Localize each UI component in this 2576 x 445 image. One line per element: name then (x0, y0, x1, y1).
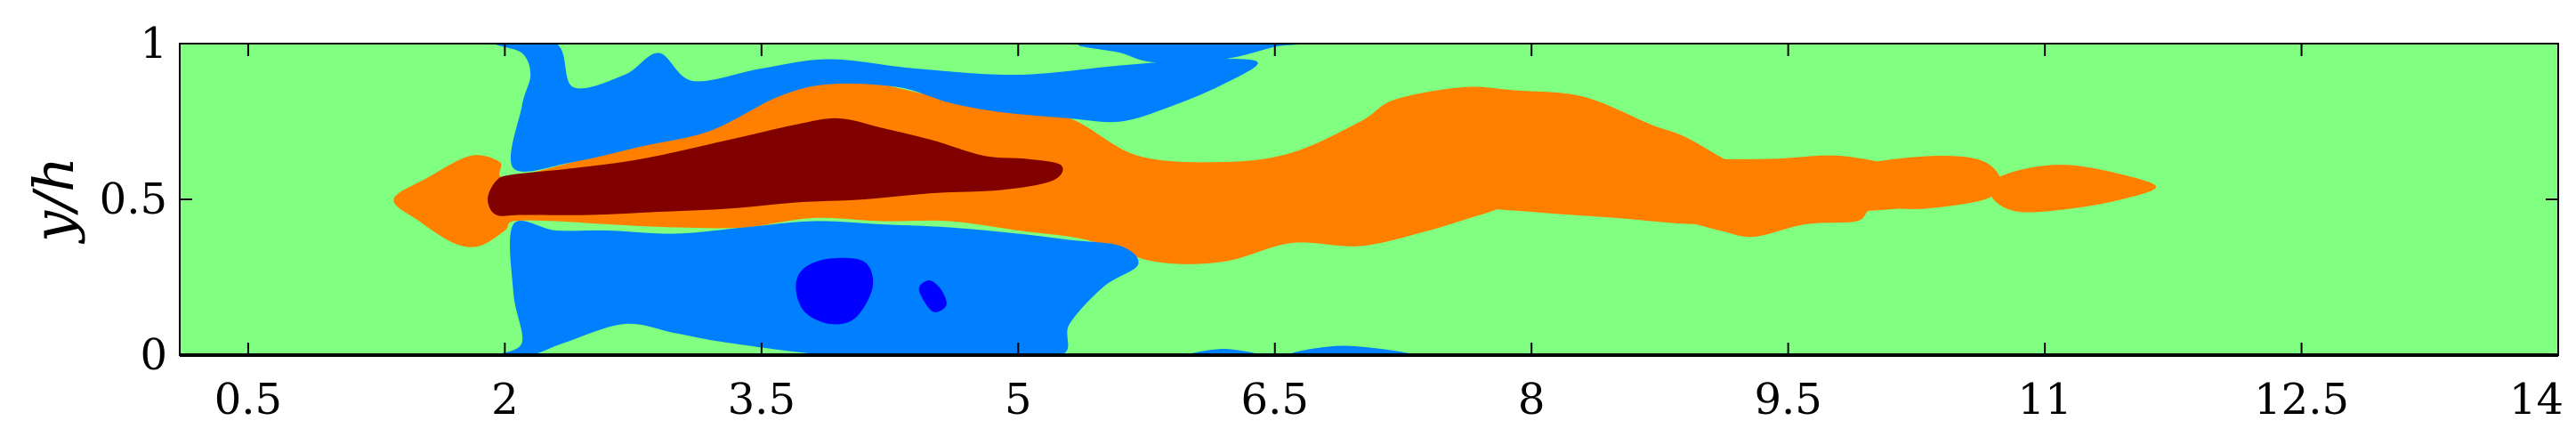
x-tick-label: 9.5 (1754, 375, 1821, 425)
y-tick-label: 1 (140, 19, 167, 69)
x-axis-ticks: 0.5 2 3.5 5 6.5 8 9.5 11 12.5 14 (214, 44, 2564, 425)
contour-region-blue-bottom-3 (1289, 345, 1413, 355)
contour-region-blue-top-2 (1078, 44, 1304, 63)
y-tick-label: 0 (140, 330, 167, 380)
x-tick-label: 6.5 (1241, 375, 1309, 425)
x-tick-label: 2 (491, 375, 519, 425)
x-tick-label: 3.5 (728, 375, 795, 425)
contour-region-orange-wake-left (393, 71, 2003, 264)
y-tick-label: 0.5 (100, 174, 167, 224)
x-tick-label: 12.5 (2254, 375, 2349, 425)
contour-region-dark-red-core (488, 117, 1063, 216)
x-tick-label: 0.5 (214, 375, 282, 425)
x-tick-label: 14 (2509, 375, 2564, 425)
contour-region-blue-top-1 (495, 44, 1258, 172)
y-axis-ticks: 00.51 (100, 19, 2558, 380)
contour-regions (393, 44, 2157, 355)
plot-area (179, 43, 2559, 357)
contour-region-dark-blue-core-2 (918, 280, 947, 312)
contour-region-orange-blob-far (1990, 165, 2157, 213)
contour-region-orange-wake-right (1420, 117, 1952, 224)
x-tick-label: 11 (2018, 375, 2072, 425)
y-axis-label: y/h (21, 157, 86, 245)
x-tick-label: 5 (1005, 375, 1032, 425)
x-tick-label: 8 (1518, 375, 1546, 425)
contour-region-dark-blue-core-1 (795, 257, 874, 325)
